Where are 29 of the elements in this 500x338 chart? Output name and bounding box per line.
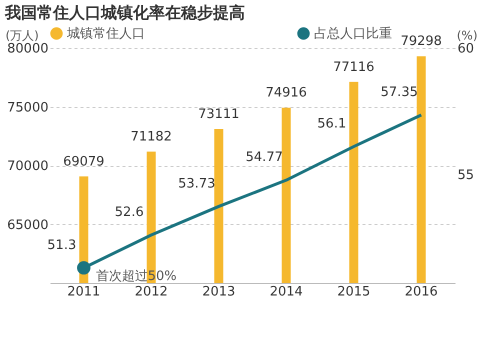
data-label: 73111 xyxy=(198,106,240,122)
y-tick-label: 80000 xyxy=(7,42,48,56)
x-tick-label: 2014 xyxy=(270,284,303,300)
data-label: 53.73 xyxy=(178,176,216,192)
data-label: 54.77 xyxy=(246,150,283,166)
data-label: 57.35 xyxy=(380,84,418,100)
y2-axis-title: (%) xyxy=(456,28,478,42)
data-label: 74916 xyxy=(266,86,307,101)
x-tick-label: 2011 xyxy=(67,284,100,300)
data-label: 52.6 xyxy=(114,204,144,220)
legend-label: 城镇常住人口 xyxy=(66,26,145,42)
data-label: 51.3 xyxy=(47,238,76,253)
y-tick-label: 70000 xyxy=(7,159,48,174)
x-tick-label: 2016 xyxy=(404,284,438,300)
data-label: 77116 xyxy=(333,60,374,75)
data-label: 71182 xyxy=(130,130,172,145)
y-tick-label: 75000 xyxy=(7,100,48,116)
legend-label: 占总人口比重 xyxy=(314,26,392,42)
data-label: 79298 xyxy=(400,34,442,50)
x-tick-label: 2013 xyxy=(202,284,236,300)
y2-tick-label: 60 xyxy=(458,42,474,56)
data-label: 56.1 xyxy=(317,116,346,132)
chart-title: 我国常住人口城镇化率在稳步提高 xyxy=(4,3,245,22)
x-tick-label: 2015 xyxy=(337,284,370,300)
y2-tick-label: 55 xyxy=(458,168,474,183)
y-tick-label: 65000 xyxy=(7,218,48,233)
data-label: 69079 xyxy=(63,154,104,170)
y-axis-title: (万人) xyxy=(6,28,39,42)
x-tick-label: 2012 xyxy=(134,284,168,300)
